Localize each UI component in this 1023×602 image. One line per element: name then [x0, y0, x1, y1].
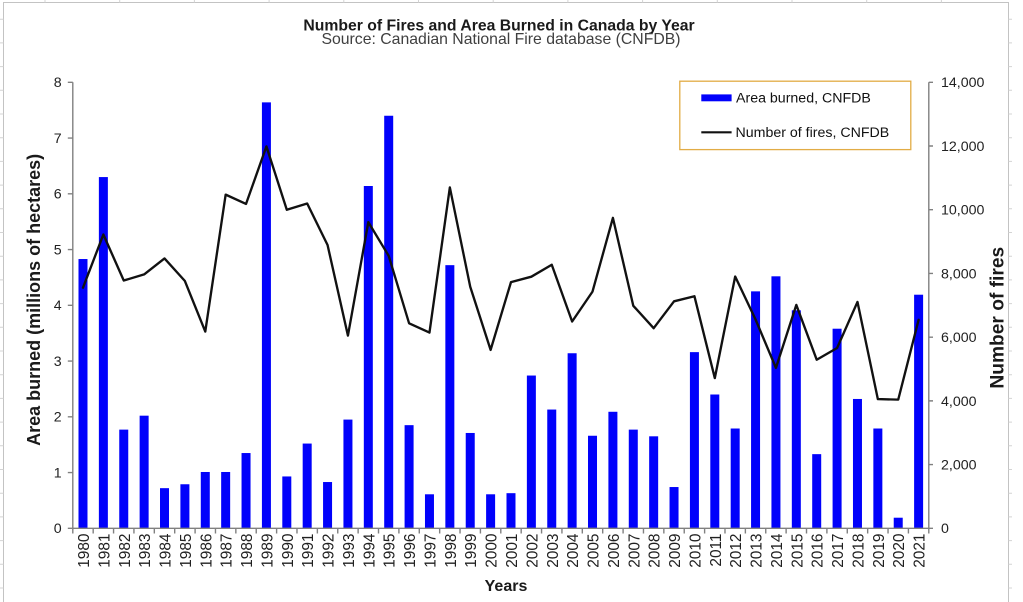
svg-text:1991: 1991 [300, 534, 317, 568]
svg-text:2001: 2001 [504, 534, 521, 568]
svg-text:10,000: 10,000 [941, 203, 985, 219]
svg-text:1997: 1997 [422, 534, 439, 568]
svg-text:2014: 2014 [769, 533, 786, 568]
svg-text:Source: Canadian National Fire: Source: Canadian National Fire database … [321, 31, 680, 48]
svg-text:1980: 1980 [76, 534, 93, 568]
svg-text:1986: 1986 [198, 534, 215, 568]
svg-text:4: 4 [54, 298, 62, 314]
svg-text:Area burned (millions of hecta: Area burned (millions of hectares) [24, 154, 44, 446]
svg-text:2003: 2003 [545, 534, 562, 568]
svg-text:2012: 2012 [728, 534, 745, 568]
svg-text:1981: 1981 [96, 534, 113, 568]
svg-text:2007: 2007 [626, 534, 643, 568]
svg-text:1985: 1985 [178, 534, 195, 568]
svg-text:2000: 2000 [484, 534, 501, 568]
svg-text:6,000: 6,000 [941, 330, 977, 346]
svg-text:8,000: 8,000 [941, 266, 977, 282]
svg-text:2013: 2013 [749, 534, 766, 568]
svg-text:2015: 2015 [789, 534, 806, 568]
svg-text:2: 2 [54, 410, 62, 426]
svg-text:2005: 2005 [586, 534, 603, 568]
svg-text:1982: 1982 [117, 534, 134, 568]
svg-text:0: 0 [941, 521, 949, 537]
svg-text:1995: 1995 [382, 534, 399, 568]
svg-text:6: 6 [54, 187, 62, 203]
svg-text:2010: 2010 [687, 534, 704, 568]
svg-text:3: 3 [54, 354, 62, 370]
svg-text:2008: 2008 [647, 534, 664, 568]
svg-text:7: 7 [54, 131, 62, 147]
svg-text:2009: 2009 [667, 534, 684, 568]
svg-text:1983: 1983 [137, 534, 154, 568]
svg-text:1992: 1992 [321, 534, 338, 568]
svg-text:1987: 1987 [219, 534, 236, 568]
svg-text:Number of Fires and Area Burne: Number of Fires and Area Burned in Canad… [303, 18, 694, 35]
svg-text:2019: 2019 [871, 534, 888, 568]
svg-text:1988: 1988 [239, 534, 256, 568]
svg-text:Number of fires, CNFDB: Number of fires, CNFDB [736, 125, 890, 141]
svg-text:2004: 2004 [565, 533, 582, 568]
svg-text:2018: 2018 [850, 534, 867, 568]
svg-text:0: 0 [54, 521, 62, 537]
svg-text:1999: 1999 [463, 534, 480, 568]
svg-text:1996: 1996 [402, 534, 419, 568]
svg-text:Area burned, CNFDB: Area burned, CNFDB [736, 91, 871, 107]
svg-text:2021: 2021 [912, 534, 929, 568]
svg-text:1998: 1998 [443, 534, 460, 568]
svg-text:2002: 2002 [524, 534, 541, 568]
svg-text:4,000: 4,000 [941, 394, 977, 410]
svg-text:8: 8 [54, 75, 62, 91]
svg-text:Years: Years [485, 578, 528, 595]
svg-text:1993: 1993 [341, 534, 358, 568]
svg-text:1: 1 [54, 465, 62, 481]
svg-text:1990: 1990 [280, 534, 297, 568]
svg-text:1984: 1984 [158, 533, 175, 568]
svg-text:5: 5 [54, 243, 62, 259]
svg-text:1994: 1994 [361, 533, 378, 568]
svg-text:12,000: 12,000 [941, 139, 985, 155]
svg-text:2011: 2011 [708, 534, 725, 567]
svg-text:2016: 2016 [810, 534, 827, 568]
svg-text:2,000: 2,000 [941, 458, 977, 474]
svg-text:2006: 2006 [606, 534, 623, 568]
svg-text:Number of fires: Number of fires [987, 247, 1008, 389]
svg-text:2020: 2020 [891, 534, 908, 568]
svg-text:2017: 2017 [830, 534, 847, 568]
svg-text:14,000: 14,000 [941, 75, 985, 91]
svg-text:1989: 1989 [259, 534, 276, 568]
